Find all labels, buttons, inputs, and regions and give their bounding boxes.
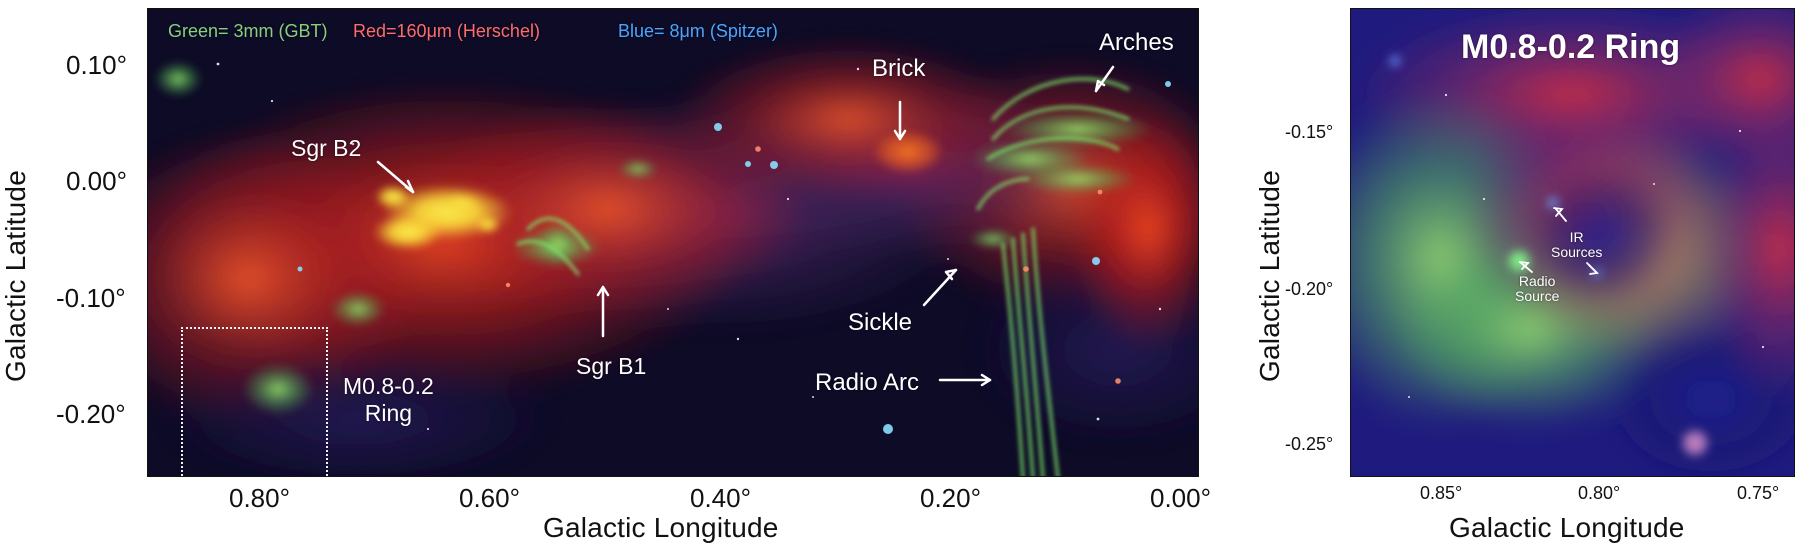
ring-label: M0.8-0.2 Ring [343,373,434,427]
right-x-tick-1: 0.80° [1578,483,1621,503]
left-x-tick-2: 0.40° [690,483,752,513]
right-title: M0.8-0.2 Ring [1461,28,1681,66]
left-y-axis-label: Galactic Latitude [0,170,31,382]
arches-label: Arches [1099,29,1174,56]
ir-sources-label: IR Sources [1551,229,1603,260]
right-y-tick-1: -0.20° [1285,279,1334,299]
right-image-panel: M0.8-0.2 Ring IR Sources Radio Source [1350,8,1795,477]
left-image [148,9,1198,476]
sickle-label: Sickle [848,309,913,336]
left-x-tick-4: 0.00° [1150,483,1212,513]
left-y-tick-1: 0.00° [66,166,128,196]
left-x-tick-3: 0.20° [920,483,982,513]
radio-arrow [1519,261,1533,273]
legend-red-text: Red=160μm (Herschel) [353,21,540,41]
right-x-tick-2: 0.75° [1737,483,1780,503]
right-x-tick-0: 0.85° [1420,483,1463,503]
sgr-b2-label: Sgr B2 [291,135,362,161]
legend-blue-text: Blue= 8μm (Spitzer) [618,21,778,41]
radio-source-label: Radio Source [1515,273,1560,304]
left-image-panel: Green= 3mm (GBT) Red=160μm (Herschel) Bl… [147,8,1199,477]
radio-arc-label: Radio Arc [815,369,920,396]
left-y-tick-2: -0.10° [56,283,126,313]
arches-arrow [1094,65,1115,93]
legend-green-text: Green= 3mm (GBT) [168,21,328,41]
ir-arrow-top [1555,208,1567,222]
sgr-b1-label: Sgr B1 [576,353,647,379]
ring-box [181,327,328,476]
left-x-tick-1: 0.60° [459,483,521,513]
right-y-tick-2: -0.25° [1285,434,1334,454]
right-y-axis-label: Galactic Latitude [1253,170,1285,382]
left-x-tick-0: 0.80° [229,483,291,513]
left-y-tick-3: -0.20° [56,399,126,429]
right-y-tick-0: -0.15° [1285,122,1334,142]
left-y-tick-0: 0.10° [66,50,128,80]
right-x-axis-label: Galactic Longitude [1449,512,1685,543]
left-x-axis-label: Galactic Longitude [543,512,779,543]
right-image [1351,9,1794,476]
brick-label: Brick [872,55,926,82]
